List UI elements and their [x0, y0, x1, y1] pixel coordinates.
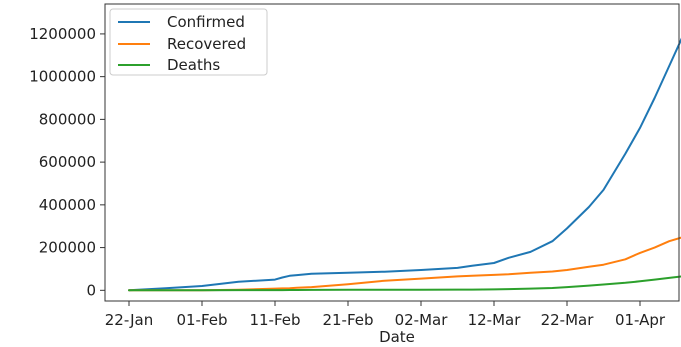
y-tick-label: 600000 [39, 153, 96, 171]
y-tick-label: 1200000 [29, 25, 96, 43]
x-tick-label: 22-Jan [105, 311, 153, 329]
y-tick-label: 200000 [39, 239, 96, 257]
x-tick-label: 21-Feb [322, 311, 373, 329]
y-axis: 0 200000 400000 600000 800000 1000000 1200000 [29, 25, 105, 299]
series-line-confirmed [128, 37, 681, 292]
x-tick-label: 01-Apr [615, 311, 666, 329]
x-axis-label: Date [379, 328, 415, 346]
x-tick-label: 02-Mar [395, 311, 449, 329]
y-tick-label: 1000000 [29, 68, 96, 86]
x-tick-label: 12-Mar [468, 311, 522, 329]
y-tick-label: 800000 [39, 110, 96, 128]
legend-label-recovered: Recovered [167, 35, 246, 53]
x-tick-label: 11-Feb [249, 311, 300, 329]
legend-box [109, 8, 268, 76]
series-layer [128, 37, 681, 292]
series-line-recovered [128, 236, 681, 292]
legend-label-confirmed: Confirmed [167, 13, 245, 31]
legend-label-deaths: Deaths [167, 56, 220, 74]
x-tick-label: 01-Feb [176, 311, 227, 329]
plot-frame [104, 3, 680, 302]
y-tick-label: 0 [86, 281, 96, 299]
x-axis: 22-Jan 01-Feb 11-Feb 21-Feb 02-Mar 12-Mar 22-M… [105, 301, 666, 329]
x-tick-label: 22-Mar [541, 311, 595, 329]
y-tick-label: 400000 [39, 196, 96, 214]
series-line-deaths [128, 275, 681, 292]
legend: Confirmed Recovered Deaths [109, 8, 268, 76]
